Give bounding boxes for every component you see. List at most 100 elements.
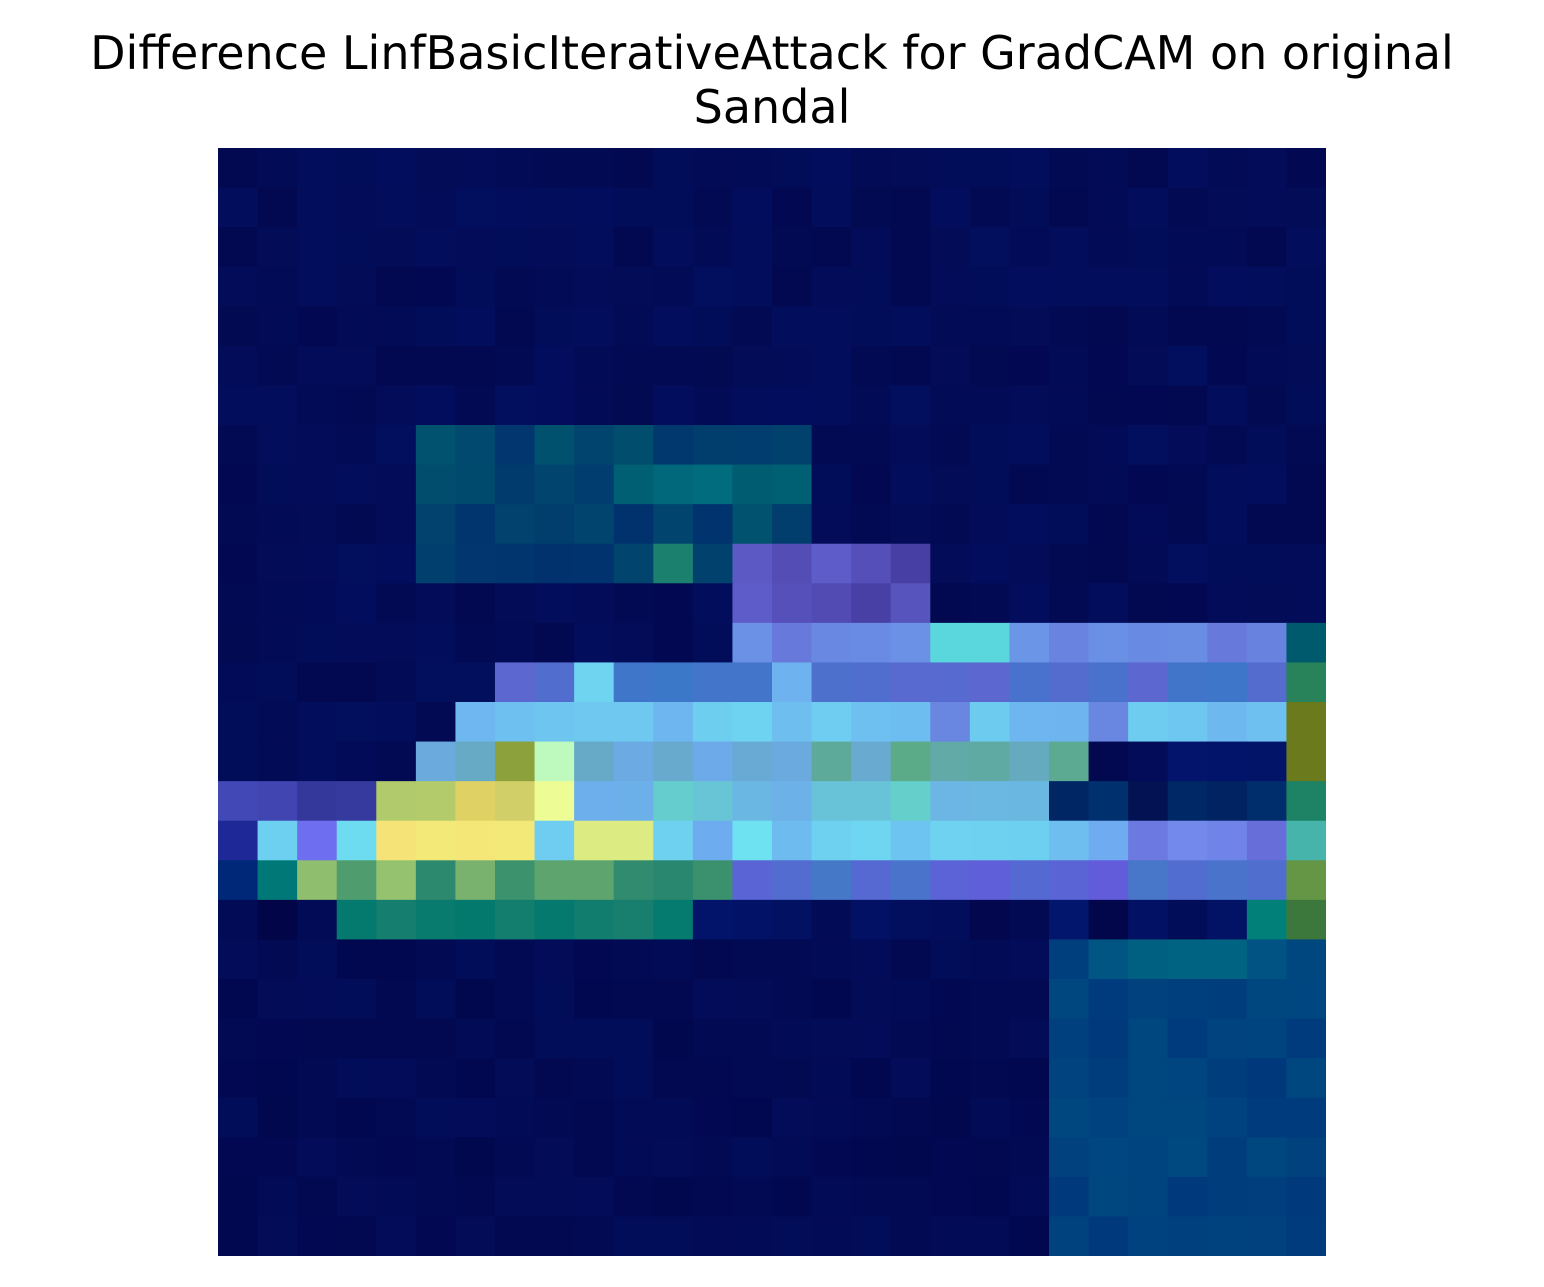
heatmap-cell (376, 1018, 417, 1059)
heatmap-cell (336, 820, 377, 861)
heatmap-cell (1246, 425, 1288, 466)
heatmap-cell (653, 306, 694, 347)
heatmap-cell (1009, 266, 1050, 307)
heatmap-cell (1246, 860, 1288, 901)
heatmap-cell (534, 345, 575, 387)
heatmap-cell (969, 781, 1011, 822)
heatmap-cell (455, 1097, 496, 1138)
heatmap-cell (574, 385, 615, 426)
heatmap-cell (732, 306, 773, 347)
heatmap-cell (930, 464, 971, 505)
heatmap-cell (811, 622, 852, 664)
heatmap-cell (653, 148, 694, 189)
heatmap-cell (495, 504, 536, 545)
heatmap-cell (1049, 860, 1090, 901)
heatmap-cell (1009, 464, 1050, 505)
heatmap-cell (218, 622, 259, 664)
heatmap-cell (1207, 1216, 1248, 1256)
heatmap-cell (851, 583, 892, 624)
heatmap-cell (772, 939, 813, 980)
heatmap-cell (1167, 187, 1208, 228)
heatmap-cell (1207, 662, 1248, 703)
heatmap-cell (297, 899, 338, 941)
heatmap-cell (534, 543, 575, 584)
heatmap-cell (415, 860, 457, 901)
heatmap-cell (1128, 702, 1169, 743)
heatmap-cell (574, 187, 615, 228)
heatmap-cell (732, 1176, 773, 1218)
heatmap-cell (376, 1137, 417, 1178)
heatmap-cell (297, 1058, 338, 1099)
heatmap-cell (811, 860, 852, 901)
heatmap-cell (692, 1176, 734, 1218)
heatmap-cell (297, 1137, 338, 1178)
heatmap-cell (218, 979, 259, 1020)
heatmap-cell (1128, 148, 1169, 189)
heatmap-cell (1128, 662, 1169, 703)
heatmap-cell (613, 583, 654, 624)
heatmap-cell (890, 464, 931, 505)
heatmap-cell (1286, 820, 1326, 861)
heatmap-cell (969, 385, 1011, 426)
heatmap-cell (218, 187, 259, 228)
heatmap-cell (653, 227, 694, 268)
heatmap-cell (1207, 148, 1248, 189)
heatmap-cell (1246, 1137, 1288, 1178)
heatmap-cell (1207, 1058, 1248, 1099)
heatmap-cell (613, 543, 654, 584)
heatmap-cell (257, 464, 298, 505)
heatmap-cell (969, 148, 1011, 189)
heatmap-cell (534, 662, 575, 703)
heatmap-cell (851, 662, 892, 703)
heatmap-cell (574, 662, 615, 703)
heatmap-cell (297, 741, 338, 782)
heatmap-cell (930, 1097, 971, 1138)
heatmap-cell (534, 1137, 575, 1178)
heatmap-cell (930, 702, 971, 743)
heatmap-cell (257, 1176, 298, 1218)
heatmap-cell (218, 345, 259, 387)
heatmap-cell (1246, 385, 1288, 426)
heatmap-cell (495, 385, 536, 426)
heatmap-cell (455, 306, 496, 347)
heatmap-cell (851, 741, 892, 782)
heatmap-cell (890, 543, 931, 584)
heatmap-cell (1286, 979, 1326, 1020)
heatmap-cell (692, 583, 734, 624)
heatmap-cell (297, 543, 338, 584)
heatmap-cell (1049, 979, 1090, 1020)
heatmap-cell (574, 1058, 615, 1099)
heatmap-cell (851, 148, 892, 189)
heatmap-cell (930, 1216, 971, 1256)
heatmap-cell (1246, 1097, 1288, 1138)
heatmap-cell (930, 345, 971, 387)
heatmap-cell (495, 425, 536, 466)
heatmap-cell (1049, 345, 1090, 387)
heatmap-cell (297, 1018, 338, 1059)
heatmap-cell (851, 187, 892, 228)
heatmap-cell (1128, 820, 1169, 861)
heatmap-cell (772, 583, 813, 624)
heatmap-cell (772, 385, 813, 426)
heatmap-cell (376, 899, 417, 941)
heatmap-cell (297, 1097, 338, 1138)
heatmap-cell (218, 860, 259, 901)
heatmap-cell (851, 820, 892, 861)
heatmap-cell (534, 860, 575, 901)
heatmap-cell (336, 1176, 377, 1218)
heatmap-cell (732, 1018, 773, 1059)
heatmap-cell (1088, 1018, 1129, 1059)
heatmap-cell (1049, 504, 1090, 545)
heatmap-cell (1207, 820, 1248, 861)
heatmap-cell (415, 820, 457, 861)
heatmap-cell (574, 1216, 615, 1256)
heatmap-cell (851, 227, 892, 268)
heatmap-cell (851, 385, 892, 426)
heatmap-cell (890, 1058, 931, 1099)
heatmap-cell (1088, 266, 1129, 307)
heatmap-cell (1088, 781, 1129, 822)
heatmap-cell (495, 583, 536, 624)
heatmap-cell (534, 1216, 575, 1256)
heatmap-cell (218, 504, 259, 545)
heatmap-cell (455, 622, 496, 664)
